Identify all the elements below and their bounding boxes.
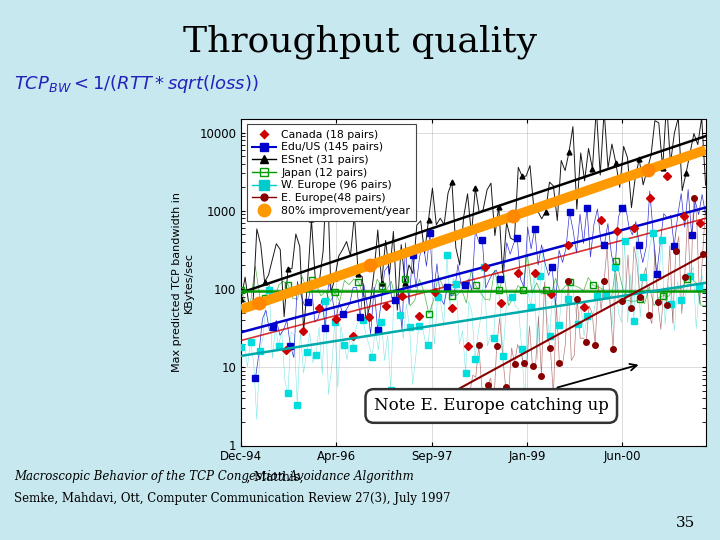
Text: Macroscopic Behavior of the TCP Congestion Avoidance Algorithm: Macroscopic Behavior of the TCP Congesti… (14, 470, 414, 483)
Text: Throughput quality: Throughput quality (183, 24, 537, 59)
Text: $\mathit{TCP_{BW} < 1/(RTT*sqrt(loss))}$: $\mathit{TCP_{BW} < 1/(RTT*sqrt(loss))}$ (14, 73, 259, 94)
Text: Note E. Europe catching up: Note E. Europe catching up (374, 364, 636, 415)
Text: 35: 35 (675, 516, 695, 530)
Y-axis label: Max predicted TCP bandwidth in
KBytes/sec: Max predicted TCP bandwidth in KBytes/se… (172, 192, 194, 372)
Legend: Canada (18 pairs), Edu/US (145 pairs), ESnet (31 pairs), Japan (12 pairs), W. Eu: Canada (18 pairs), Edu/US (145 pairs), E… (247, 124, 415, 221)
Text: Semke, Mahdavi, Ott, Computer Communication Review 27(3), July 1997: Semke, Mahdavi, Ott, Computer Communicat… (14, 492, 451, 505)
Text: , Matthis,: , Matthis, (14, 470, 304, 483)
